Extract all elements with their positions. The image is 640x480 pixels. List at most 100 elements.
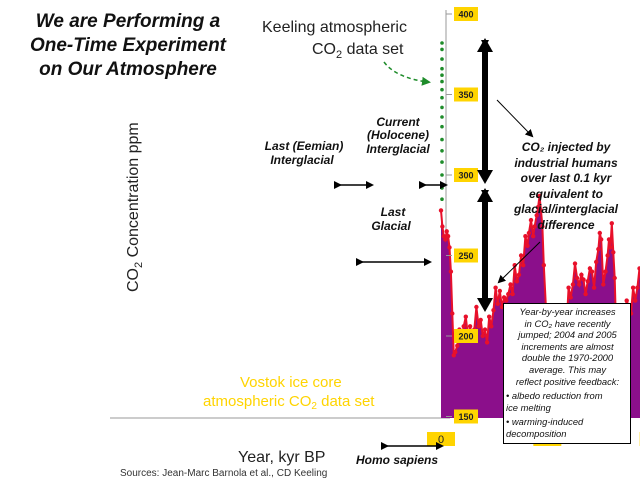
vostok-point	[568, 295, 573, 300]
vostok-point	[540, 224, 545, 229]
homo-sapiens-label: Homo sapiens	[356, 453, 438, 467]
vostok-point	[461, 324, 466, 329]
vostok-point	[611, 250, 616, 255]
vostok-point	[535, 205, 541, 210]
vostok-point	[493, 285, 498, 290]
vostok-label-line2: atmospheric CO2 data set	[203, 393, 375, 412]
vostok-point	[608, 245, 613, 250]
vostok-point	[601, 282, 606, 287]
keeling-rest: data set	[342, 41, 404, 58]
feedback-line-5: double the 1970-2000	[521, 352, 614, 364]
vostok-point	[510, 291, 515, 297]
keeling-label-line1: Keeling atmospheric	[262, 19, 407, 36]
co2-note-line-5: glacial/interglacial	[513, 202, 619, 216]
vostok-point	[526, 230, 532, 236]
y-axis-label-sub: 2	[133, 262, 145, 268]
feedback-line-7: reflect positive feedback:	[515, 375, 620, 387]
vostok-point	[594, 259, 599, 265]
last-glacial-label-line2: Glacial	[371, 219, 411, 233]
y-tick-label: 150	[458, 412, 473, 422]
feedback-note-box: Year-by-year increases in CO₂ have recen…	[503, 303, 631, 444]
vostok-rest: data set	[317, 393, 375, 410]
vostok-point	[501, 295, 507, 300]
vostok-point	[633, 298, 638, 303]
keeling-point	[440, 57, 444, 61]
vostok-point	[599, 237, 604, 242]
keeling-point	[440, 73, 444, 77]
vostok-point	[577, 282, 582, 287]
vostok-point	[589, 269, 595, 274]
y-tick-box	[454, 248, 478, 263]
vostok-point	[455, 343, 460, 348]
keeling-point	[440, 66, 444, 71]
y-tick-label: 350	[458, 90, 473, 100]
vostok-point	[596, 246, 601, 252]
eemian-label-line2: Interglacial	[270, 153, 334, 167]
vostok-point	[440, 224, 445, 229]
holocene-label-line1: Current	[376, 115, 420, 129]
co2-injected-note: CO₂ injected by industrial humans over l…	[496, 140, 636, 233]
y-tick-box	[454, 87, 478, 102]
vostok-point	[441, 234, 446, 239]
keeling-sub: 2	[336, 49, 342, 61]
keeling-point	[440, 79, 444, 84]
vostok-sub: 2	[311, 401, 317, 412]
keeling-label-line2: CO2 data set	[312, 41, 404, 61]
vostok-point	[451, 353, 456, 358]
vostok-point	[630, 285, 636, 290]
feedback-bullet-1-cont: ice melting	[506, 401, 551, 413]
title-line-2: One-Time Experiment	[29, 35, 227, 56]
vostok-point	[609, 221, 614, 226]
vostok-point	[504, 298, 509, 303]
vostok-point	[478, 317, 483, 323]
keeling-point	[440, 47, 444, 52]
feedback-bullet-2-cont: decomposition	[506, 427, 567, 439]
x-tick-label: 0	[438, 434, 444, 446]
vostok-point	[476, 324, 481, 329]
keeling-point	[440, 124, 444, 129]
vostok-point	[523, 234, 528, 239]
y-axis-label-co: CO	[125, 268, 142, 292]
vostok-point	[463, 314, 468, 319]
vostok-point	[581, 277, 586, 282]
injected-arrow-head-bottom	[477, 170, 493, 184]
vostok-point	[445, 234, 451, 239]
keeling-co: CO	[312, 41, 336, 58]
vostok-point	[624, 298, 629, 303]
x-axis-label: Year, kyr BP	[238, 449, 325, 466]
y-tick-label: 400	[458, 10, 473, 20]
vostok-point	[537, 193, 542, 199]
feedback-line-4: increments are almost	[521, 340, 614, 352]
y-tick-label: 250	[458, 251, 473, 261]
vostok-point	[484, 340, 490, 345]
y-tick-box	[454, 329, 478, 343]
y-axis-label-rest: Concentration ppm	[125, 122, 142, 262]
note-pointer-upper	[496, 99, 534, 138]
vostok-point	[570, 282, 576, 287]
injected-arrow-head-top	[477, 38, 493, 52]
title-line-3: on Our Atmosphere	[39, 59, 217, 80]
vostok-point	[541, 263, 546, 268]
eemian-label-line1: Last (Eemian)	[265, 139, 344, 153]
vostok-point	[506, 291, 511, 297]
y-tick-box	[454, 7, 478, 21]
feedback-bullet-1: • albedo reduction from	[506, 390, 603, 402]
vostok-point	[587, 266, 593, 271]
keeling-point	[440, 149, 444, 153]
keeling-point	[440, 95, 444, 100]
slide-title: We are Performing a One-Time Experiment …	[2, 10, 254, 82]
co2-note-line-6: difference	[537, 217, 595, 232]
keeling-point	[440, 173, 444, 177]
keeling-series	[440, 41, 444, 201]
vostok-point	[438, 208, 444, 213]
keeling-point	[440, 115, 444, 119]
vostok-point	[448, 269, 454, 274]
vostok-point	[480, 333, 485, 339]
co2-note-line-4: equivalent to	[528, 186, 603, 201]
vostok-point	[487, 314, 492, 319]
keeling-point	[440, 105, 444, 110]
glacial-arrow-head-bottom	[477, 298, 493, 312]
y-tick-label: 200	[458, 332, 473, 342]
keeling-point	[440, 87, 444, 92]
feedback-line-3: jumped; 2004 and 2005	[518, 329, 617, 341]
